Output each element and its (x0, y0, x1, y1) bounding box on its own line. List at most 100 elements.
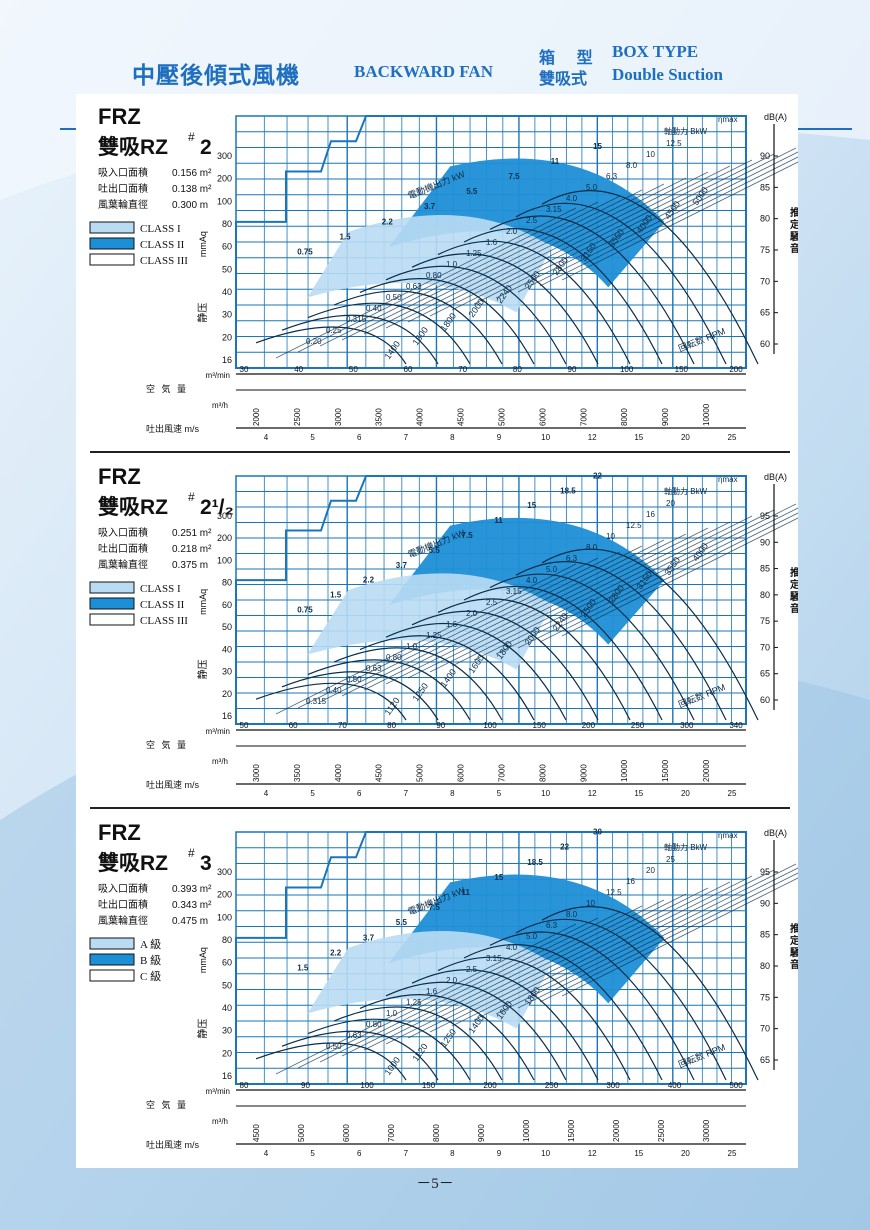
eta-max-label: ηmax (718, 475, 738, 484)
flow-h-tick: 2500 (293, 408, 302, 426)
motor-power-value: 18.5 (527, 858, 543, 867)
flow-min-tick: 500 (729, 1081, 743, 1090)
y-tick-label: 50 (222, 980, 232, 990)
class1-region (307, 930, 553, 1029)
eta-max-label: ηmax (718, 831, 738, 840)
shaft-power-value: 1.6 (486, 238, 498, 247)
db-tick-label: 60 (760, 695, 770, 705)
shaft-power-line (385, 177, 687, 329)
model-number: 3 (200, 852, 212, 875)
legend-swatch (89, 221, 135, 234)
fan-curve (489, 215, 695, 365)
flow-h-tick: 9000 (579, 764, 588, 782)
fan-curve (307, 659, 471, 721)
velocity-tick: 6 (357, 433, 362, 442)
y-tick-label: 16 (222, 711, 232, 721)
fan-curve (515, 918, 727, 1081)
velocity-tick: 12 (588, 789, 597, 798)
flow-min-tick: 50 (240, 721, 249, 730)
model-hash: # (188, 130, 195, 144)
shaft-power-value: 0.50 (386, 293, 402, 302)
motor-power-value: 11 (494, 516, 503, 525)
db-side-label-char: 推 (790, 206, 798, 219)
velocity-tick: 12 (588, 433, 597, 442)
shaft-power-value: 1.0 (446, 260, 458, 269)
shaft-power-value: 2.5 (486, 598, 498, 607)
flow-h-tick: 4500 (252, 1124, 261, 1142)
shaft-power-line (561, 877, 798, 997)
fan-curve (255, 682, 407, 721)
shaft-power-value: 2.0 (506, 227, 518, 236)
shaft-power-line (517, 507, 798, 649)
motor-power-value: 22 (560, 843, 569, 852)
shaft-power-line (407, 887, 709, 1039)
shaft-power-line (407, 171, 709, 323)
class1-region (307, 214, 553, 313)
model-brand: FRZ (98, 104, 141, 129)
shaft-power-value: 0.40 (326, 686, 342, 695)
legend-swatch (89, 237, 135, 250)
model-name: 雙吸RZ (98, 135, 168, 159)
shaft-power-value: 5.0 (526, 932, 538, 941)
shaft-power-value: 12.5 (626, 521, 642, 530)
y-tick-label: 16 (222, 1071, 232, 1081)
velocity-tick: 4 (264, 1149, 269, 1158)
velocity-tick: 7 (404, 433, 409, 442)
flow-h-tick: 20000 (702, 759, 711, 782)
db-tick-label: 70 (760, 642, 770, 652)
flow-h-label: m³/h (212, 1117, 228, 1126)
flow-min-tick: 70 (458, 365, 467, 374)
db-axis-label: dB(A) (764, 828, 787, 838)
y-tick-label: 300 (217, 511, 232, 521)
motor-power-value: 5.5 (429, 546, 441, 555)
db-side-label-char: 定 (790, 934, 798, 947)
shaft-power-value: 4.0 (506, 943, 518, 952)
velocity-tick: 20 (681, 433, 690, 442)
fan-curve (333, 290, 503, 365)
fan-curve (515, 202, 727, 365)
shaft-power-line (561, 161, 798, 281)
shaft-power-value: 0.315 (346, 315, 367, 324)
shaft-power-value: 2.5 (466, 965, 478, 974)
fan-curve (515, 561, 727, 721)
db-tick-label: 95 (760, 867, 770, 877)
db-tick-label: 70 (760, 276, 770, 286)
title-english: BACKWARD FAN (354, 62, 493, 81)
db-side-label-char: 音 (790, 602, 798, 615)
shaft-power-line (539, 872, 798, 1003)
title-chinese: 中壓後傾式風機 (132, 63, 300, 89)
flow-h-tick: 3500 (375, 408, 384, 426)
shaft-power-line (341, 189, 643, 341)
velocity-tick: 8 (450, 1149, 455, 1158)
motor-power-value: 30 (593, 828, 602, 837)
type-chinese-1: 箱 型 (539, 48, 601, 67)
shaft-power-value: 2.0 (446, 976, 458, 985)
flow-h-tick: 10000 (702, 403, 711, 426)
velocity-tick: 9 (497, 1149, 502, 1158)
flow-h-tick: 2000 (252, 408, 261, 426)
flow-min-tick: 40 (294, 365, 303, 374)
flow-min-tick: 200 (483, 1081, 497, 1090)
motor-power-value: 7.5 (508, 172, 520, 181)
shaft-power-value: 5.0 (546, 565, 558, 574)
spec-value: 0.475 m (172, 916, 208, 927)
flow-min-tick: 100 (620, 365, 634, 374)
spec-label: 吐出口面積 (98, 182, 148, 195)
y-tick-label: 30 (222, 310, 232, 320)
flow-h-tick: 10000 (620, 759, 629, 782)
air-volume-label: 空 気 量 (146, 383, 188, 394)
y-tick-label: 30 (222, 1026, 232, 1036)
plot-boundary (235, 475, 747, 725)
velocity-label: 吐出風速 m/s (146, 423, 199, 434)
shaft-power-value: 1.25 (426, 631, 442, 640)
shaft-power-line (297, 557, 599, 709)
spec-value: 0.138 m² (172, 184, 212, 195)
fan-curve (307, 1018, 471, 1081)
velocity-tick: 8 (450, 433, 455, 442)
db-tick-label: 75 (760, 992, 770, 1002)
fan-curve (385, 623, 567, 721)
fan-curve (411, 610, 599, 721)
velocity-tick: 5 (310, 433, 315, 442)
flow-min-label: m³/min (206, 1087, 230, 1096)
velocity-tick: 5 (310, 1149, 315, 1158)
